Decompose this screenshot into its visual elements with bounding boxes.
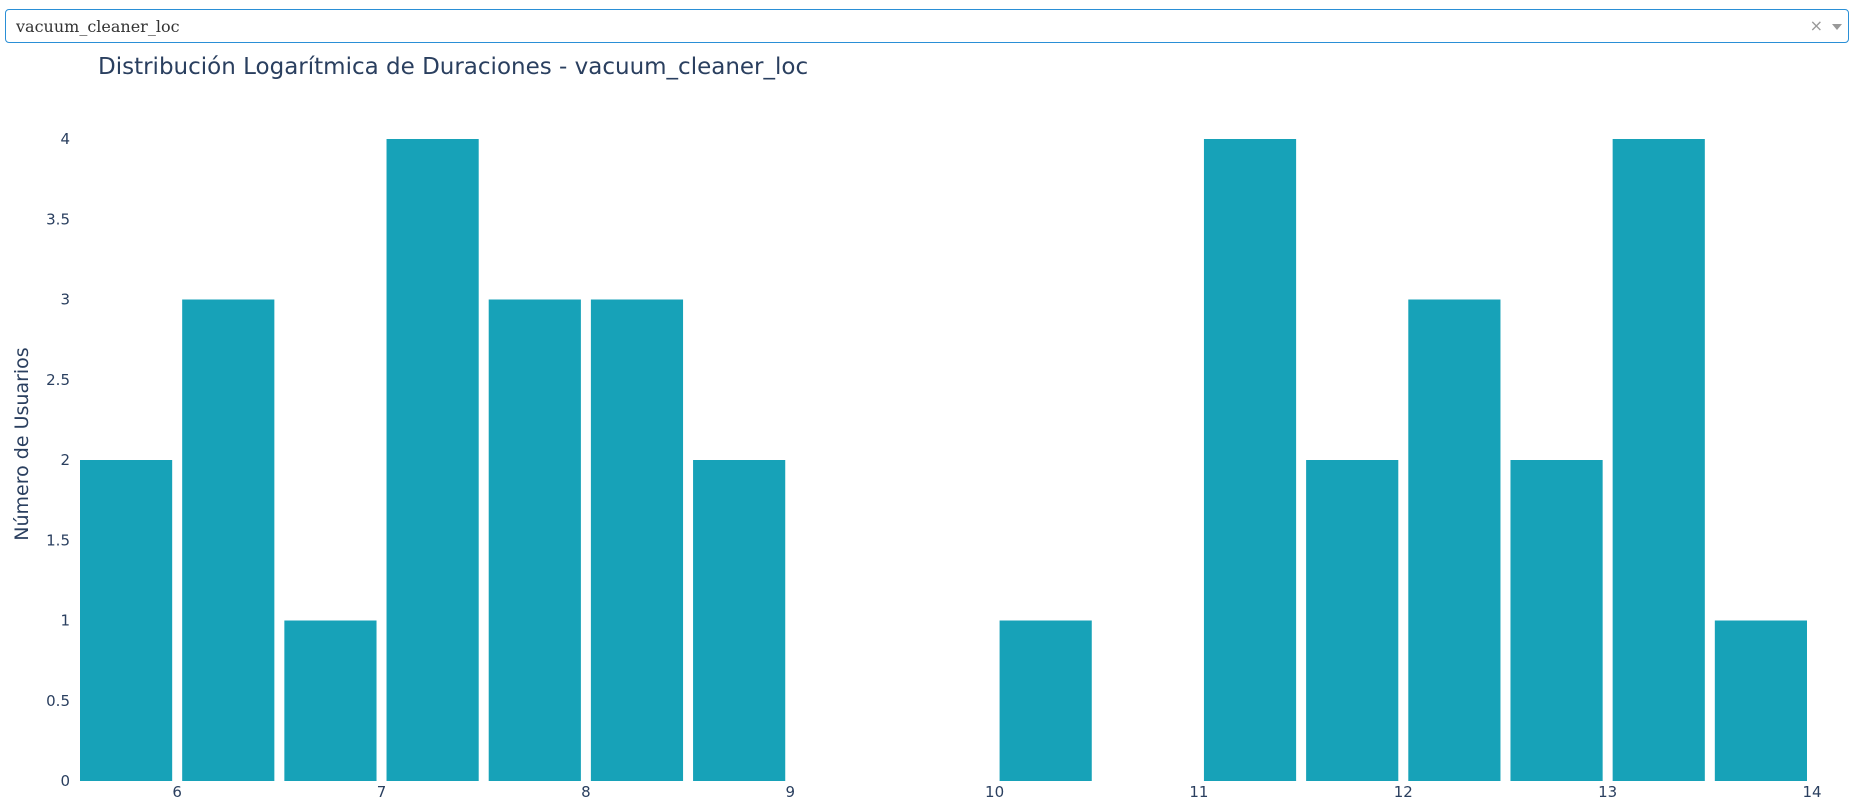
x-tick-label: 10 [985,783,1004,801]
x-tick-label: 8 [581,783,591,801]
x-tick-label: 7 [377,783,387,801]
y-tick-label: 4 [60,130,70,148]
x-axis-ticks: 6 7 8 9 10 11 12 13 14 [172,783,1821,801]
bars-layer [80,139,1807,781]
chart-title: Distribución Logarítmica de Duraciones -… [98,54,808,80]
histogram-bar[interactable] [1408,299,1501,782]
x-tick-label: 12 [1394,783,1413,801]
y-tick-label: 2.5 [46,371,70,389]
x-tick-label: 6 [172,783,182,801]
histogram-bar[interactable] [1510,460,1603,781]
x-tick-label: 11 [1189,783,1208,801]
y-tick-label: 2 [60,451,70,469]
y-axis-title: Número de Usuarios [11,347,33,540]
x-tick-label: 13 [1598,783,1617,801]
histogram-bar[interactable] [1714,620,1807,782]
histogram-bar[interactable] [488,299,581,782]
histogram-bar[interactable] [284,620,377,782]
y-tick-label: 0 [60,772,70,790]
y-tick-label: 1.5 [46,531,70,549]
histogram-bar[interactable] [1203,139,1297,781]
histogram-bar[interactable] [1612,139,1705,781]
histogram-bar[interactable] [386,139,479,781]
caret-down-icon[interactable] [1832,24,1842,30]
histogram-bar[interactable] [693,460,786,781]
histogram-bar[interactable] [80,460,173,781]
y-tick-label: 1 [60,612,70,630]
histogram-bar[interactable] [999,620,1092,782]
dropdown-selected-value: vacuum_cleaner_loc [16,17,180,36]
histogram-bar[interactable] [1306,460,1399,781]
x-tick-label: 9 [785,783,795,801]
clear-icon[interactable]: × [1809,16,1823,35]
y-axis-ticks: 0 0.5 1 1.5 2 2.5 3 3.5 4 [46,130,70,790]
x-tick-label: 14 [1802,783,1821,801]
dataset-dropdown[interactable]: vacuum_cleaner_loc × [5,9,1849,43]
y-tick-label: 0.5 [46,692,70,710]
y-tick-label: 3.5 [46,210,70,228]
histogram-bar[interactable] [182,299,275,782]
histogram-bar[interactable] [590,299,684,782]
y-tick-label: 3 [60,291,70,309]
